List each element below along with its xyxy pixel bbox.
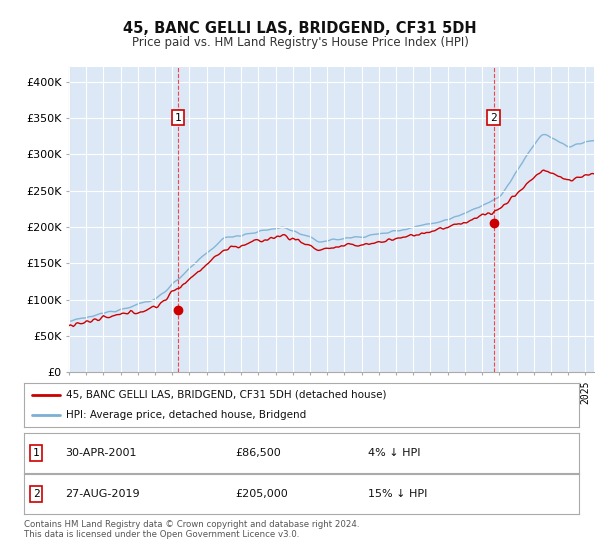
- Text: 15% ↓ HPI: 15% ↓ HPI: [368, 489, 427, 499]
- Text: 1: 1: [33, 448, 40, 458]
- Text: 2: 2: [33, 489, 40, 499]
- Text: Contains HM Land Registry data © Crown copyright and database right 2024.
This d: Contains HM Land Registry data © Crown c…: [24, 520, 359, 539]
- Text: Price paid vs. HM Land Registry's House Price Index (HPI): Price paid vs. HM Land Registry's House …: [131, 36, 469, 49]
- Text: 27-AUG-2019: 27-AUG-2019: [65, 489, 140, 499]
- Text: £86,500: £86,500: [235, 448, 281, 458]
- Text: 2: 2: [490, 113, 497, 123]
- Text: 45, BANC GELLI LAS, BRIDGEND, CF31 5DH: 45, BANC GELLI LAS, BRIDGEND, CF31 5DH: [123, 21, 477, 36]
- Text: 4% ↓ HPI: 4% ↓ HPI: [368, 448, 421, 458]
- Text: HPI: Average price, detached house, Bridgend: HPI: Average price, detached house, Brid…: [65, 410, 306, 420]
- Text: 1: 1: [175, 113, 181, 123]
- Text: 45, BANC GELLI LAS, BRIDGEND, CF31 5DH (detached house): 45, BANC GELLI LAS, BRIDGEND, CF31 5DH (…: [65, 390, 386, 400]
- Text: £205,000: £205,000: [235, 489, 287, 499]
- Text: 30-APR-2001: 30-APR-2001: [65, 448, 137, 458]
